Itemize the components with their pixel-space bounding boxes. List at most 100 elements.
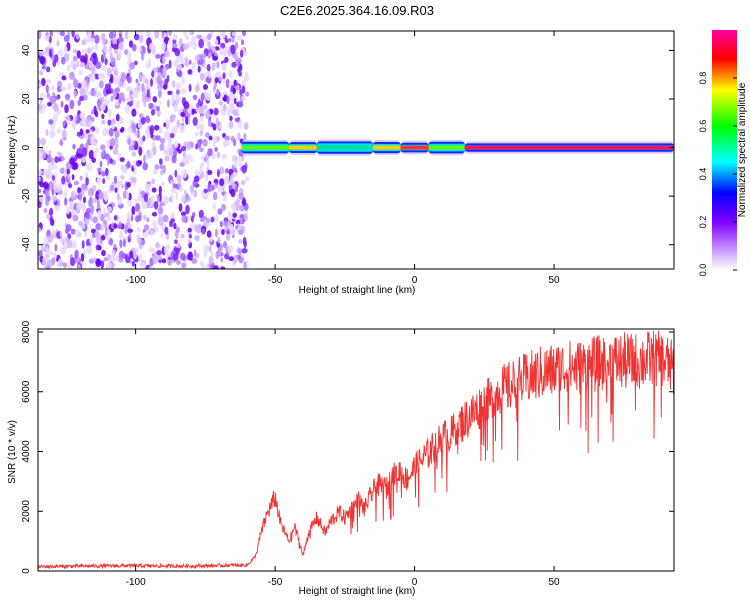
noise-speckle xyxy=(63,167,67,176)
noise-speckle xyxy=(79,95,84,102)
noise-speckle xyxy=(76,60,80,68)
noise-speckle xyxy=(113,175,118,184)
noise-speckle xyxy=(216,61,220,69)
noise-speckle xyxy=(231,36,235,43)
y-tick-label: 4000 xyxy=(21,440,32,463)
noise-speckle xyxy=(175,82,182,90)
noise-speckle xyxy=(159,143,165,151)
noise-speckle xyxy=(94,34,100,44)
noise-speckle xyxy=(172,80,176,88)
noise-speckle xyxy=(100,222,105,231)
noise-speckle xyxy=(59,167,66,174)
noise-speckle xyxy=(65,224,72,232)
noise-speckle xyxy=(202,52,207,59)
noise-speckle xyxy=(173,60,179,67)
noise-speckle xyxy=(106,83,112,92)
noise-speckle xyxy=(174,169,178,178)
noise-speckle xyxy=(192,117,198,126)
noise-speckle xyxy=(106,215,111,222)
noise-speckle xyxy=(45,128,49,137)
noise-speckle xyxy=(44,189,50,198)
noise-speckle xyxy=(181,169,188,179)
noise-speckle xyxy=(88,149,95,160)
noise-speckle xyxy=(57,31,61,36)
noise-speckle xyxy=(112,148,119,155)
noise-speckle xyxy=(43,168,49,176)
noise-speckle xyxy=(205,77,211,83)
noise-speckle xyxy=(220,257,224,263)
noise-speckle xyxy=(107,119,112,126)
noise-speckle xyxy=(133,88,139,98)
noise-speckle xyxy=(232,212,237,218)
noise-speckle xyxy=(159,138,166,144)
noise-speckle xyxy=(78,191,83,201)
noise-speckle xyxy=(197,139,202,149)
noise-speckle xyxy=(164,244,169,255)
noise-speckle xyxy=(239,89,243,96)
noise-speckle xyxy=(89,135,96,145)
noise-speckle xyxy=(211,185,215,191)
noise-speckle xyxy=(136,99,140,110)
noise-speckle xyxy=(175,89,181,95)
noise-speckle xyxy=(175,94,179,100)
noise-speckle xyxy=(224,253,230,260)
noise-speckle xyxy=(87,47,91,54)
noise-speckle xyxy=(85,212,91,220)
signal-core xyxy=(289,145,317,150)
noise-speckle xyxy=(70,257,76,266)
noise-speckle xyxy=(111,251,115,261)
noise-speckle xyxy=(77,99,81,107)
noise-speckle xyxy=(82,94,88,101)
noise-speckle xyxy=(200,92,205,102)
noise-speckle xyxy=(126,212,132,219)
y-tick-label: 20 xyxy=(21,93,32,105)
noise-speckle xyxy=(113,223,118,229)
noise-speckle xyxy=(145,115,150,123)
noise-speckle xyxy=(188,59,192,65)
noise-speckle xyxy=(242,197,246,207)
y-tick-label: -40 xyxy=(21,237,32,252)
noise-speckle xyxy=(46,156,52,163)
noise-speckle xyxy=(104,58,108,66)
noise-speckle xyxy=(149,42,155,51)
noise-speckle xyxy=(92,184,97,192)
noise-speckle xyxy=(134,60,138,66)
noise-speckle xyxy=(132,124,137,133)
noise-speckle xyxy=(235,198,241,204)
noise-speckle xyxy=(88,198,93,208)
noise-speckle xyxy=(96,167,102,172)
noise-speckle xyxy=(120,126,125,132)
noise-speckle xyxy=(155,135,161,141)
noise-speckle xyxy=(69,200,75,209)
noise-speckle xyxy=(48,251,54,256)
noise-speckle xyxy=(194,84,200,93)
noise-speckle xyxy=(223,220,229,227)
noise-speckle xyxy=(207,33,212,40)
noise-speckle xyxy=(138,34,144,44)
noise-speckle xyxy=(61,129,67,139)
noise-speckle xyxy=(228,219,232,226)
noise-speckle xyxy=(146,88,150,98)
noise-speckle xyxy=(119,231,124,240)
noise-speckle xyxy=(112,91,117,99)
noise-speckle xyxy=(51,230,56,240)
noise-speckle xyxy=(212,203,216,211)
noise-speckle xyxy=(137,253,143,263)
noise-speckle xyxy=(182,151,187,158)
noise-speckle xyxy=(131,205,136,215)
noise-speckle xyxy=(189,31,193,35)
noise-speckle xyxy=(140,239,146,245)
noise-speckle xyxy=(145,31,150,37)
noise-speckle xyxy=(71,174,75,181)
noise-speckle xyxy=(47,234,53,243)
noise-speckle xyxy=(183,31,187,37)
noise-speckle xyxy=(146,217,150,223)
noise-speckle xyxy=(202,35,206,41)
x-tick-label: -50 xyxy=(268,275,283,286)
noise-speckle xyxy=(126,86,131,92)
noise-speckle xyxy=(168,31,172,37)
noise-speckle xyxy=(43,35,50,41)
noise-speckle xyxy=(74,250,79,260)
noise-speckle xyxy=(38,151,43,160)
noise-speckle xyxy=(137,193,142,202)
